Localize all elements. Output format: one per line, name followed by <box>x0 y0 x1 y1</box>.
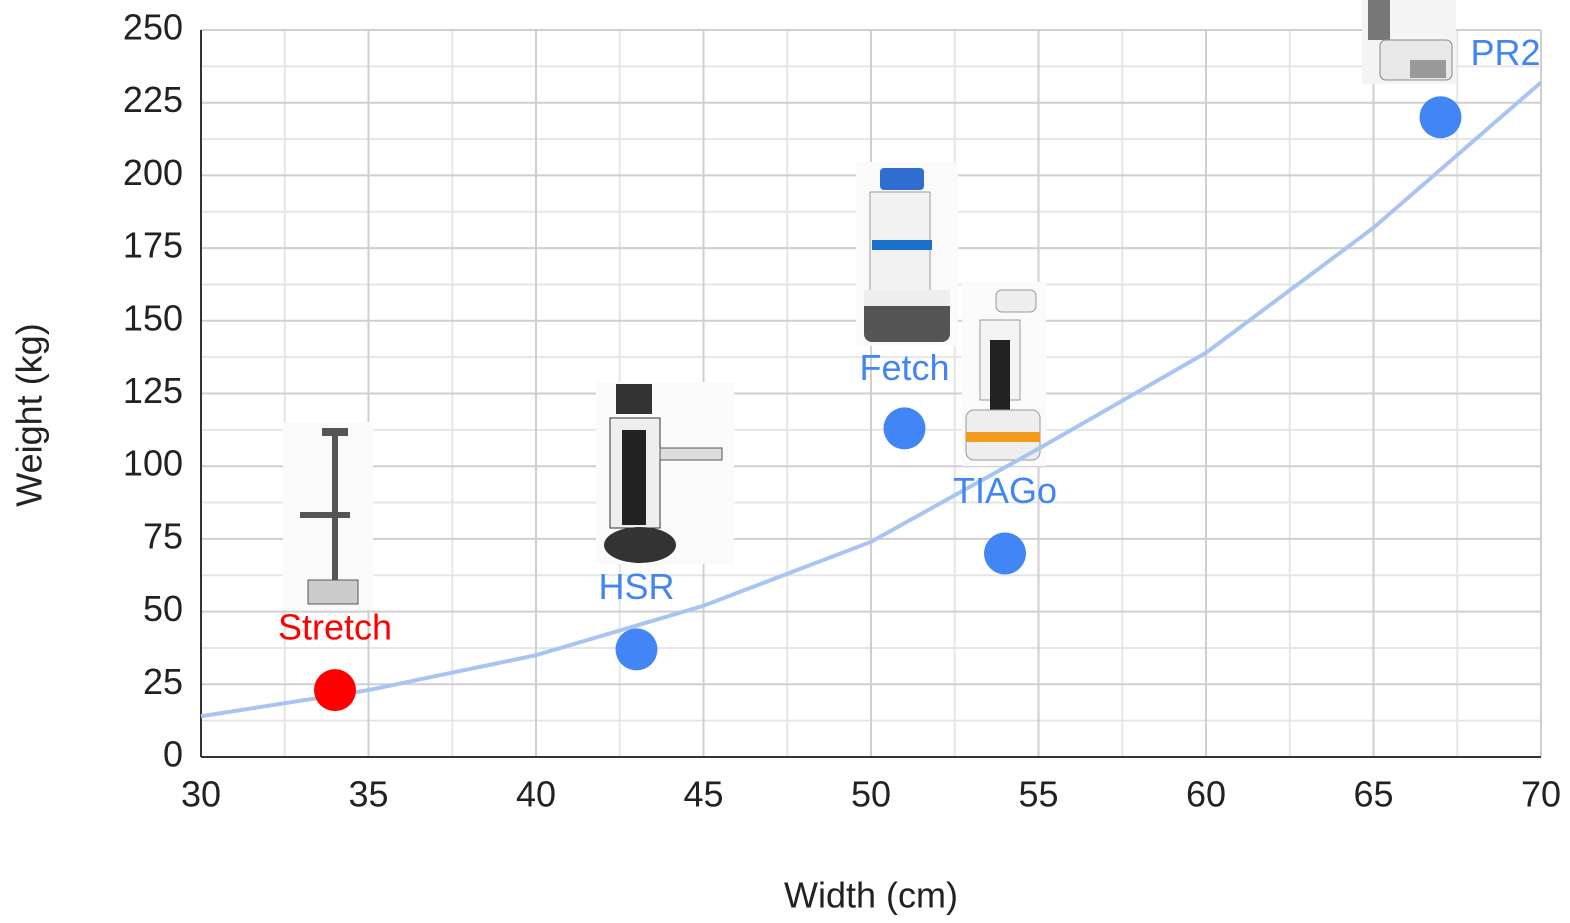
y-tick-label: 75 <box>143 515 183 556</box>
y-tick-label: 50 <box>143 588 183 629</box>
y-tick-label: 175 <box>123 225 183 266</box>
y-tick-label: 225 <box>123 79 183 120</box>
y-tick-label: 25 <box>143 661 183 702</box>
x-tick-label: 40 <box>516 774 556 815</box>
robot-hsr <box>596 382 734 564</box>
page: {"chart_data": { "type": "scatter", "x":… <box>0 0 1570 923</box>
y-axis-title: Weight (kg) <box>9 323 50 506</box>
x-tick-label: 50 <box>851 774 891 815</box>
x-tick-label: 65 <box>1353 774 1393 815</box>
data-point <box>616 628 658 670</box>
data-point <box>314 669 356 711</box>
y-tick-label: 250 <box>123 7 183 48</box>
point-label: HSR <box>598 566 674 607</box>
point-label: PR2 <box>1471 32 1541 73</box>
data-point <box>1420 96 1462 138</box>
point-label: Stretch <box>278 607 392 648</box>
chart: Width (cm) Weight (kg) 30 35 40 45 50 55 60 65 7… <box>0 0 1570 923</box>
data-point <box>984 532 1026 574</box>
y-tick-label: 150 <box>123 297 183 338</box>
data-point <box>884 407 926 449</box>
robot-stretch <box>283 422 373 610</box>
y-tick-label: 100 <box>123 443 183 484</box>
y-tick-label: 125 <box>123 370 183 411</box>
x-tick-label: 35 <box>348 774 388 815</box>
y-tick-label: 200 <box>123 152 183 193</box>
x-tick-label: 45 <box>683 774 723 815</box>
x-tick-label: 60 <box>1186 774 1226 815</box>
x-tick-label: 55 <box>1018 774 1058 815</box>
robot-fetch <box>856 162 958 346</box>
point-label: Fetch <box>859 347 949 388</box>
point-label: TIAGo <box>953 470 1057 511</box>
y-tick-label: 0 <box>163 734 183 775</box>
x-tick-label: 30 <box>181 774 221 815</box>
robot-tiago <box>962 282 1046 466</box>
grid <box>201 30 1541 757</box>
x-tick-label: 70 <box>1521 774 1561 815</box>
x-axis-title: Width (cm) <box>784 875 958 916</box>
robot-pr2 <box>1362 0 1456 84</box>
